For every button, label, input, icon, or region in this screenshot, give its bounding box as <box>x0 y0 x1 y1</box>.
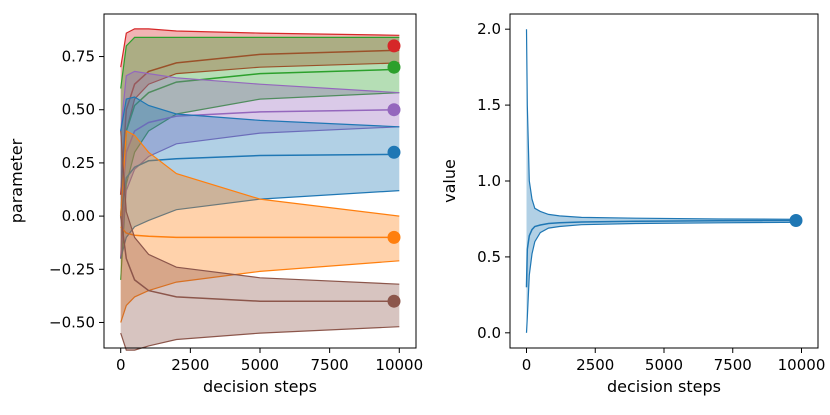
parameter-true-value-markers <box>387 39 401 308</box>
value-y-tick-label: 0.0 <box>477 324 501 342</box>
parameter-band-green <box>120 37 400 280</box>
value-y-axis-label: value <box>440 159 459 203</box>
parameter-x-tick-label: 2500 <box>171 356 209 374</box>
parameter-upper-bound-red <box>120 28 400 68</box>
value-x-ticks: 0 2500 5000 7500 10000 <box>522 348 826 374</box>
parameter-lower-bound-brown <box>120 326 400 351</box>
value-x-tick-label: 0 <box>522 356 532 374</box>
parameter-lower-bound-purple <box>120 126 400 259</box>
parameter-upper-bound-green <box>120 36 400 89</box>
parameter-mean-line-red <box>119 49 400 195</box>
parameter-upper-bound-brown <box>120 130 400 285</box>
parameter-series-group <box>119 28 400 351</box>
value-x-tick-label: 2500 <box>576 356 614 374</box>
value-x-tick-label: 5000 <box>645 356 683 374</box>
parameter-y-tick-label: −0.50 <box>49 313 95 331</box>
parameter-true-value-marker-green <box>387 60 401 74</box>
value-upper-bound-value <box>525 29 802 220</box>
value-mean-line-value <box>525 219 802 288</box>
value-true-value-markers <box>789 214 803 227</box>
parameter-true-value-marker-red <box>387 39 401 53</box>
parameter-lower-bound-green <box>120 92 400 280</box>
parameter-mean-line-orange <box>120 226 400 239</box>
parameter-band-brown <box>120 131 400 351</box>
parameter-band-orange <box>120 131 400 323</box>
parameter-y-tick-label: 0.75 <box>62 48 95 66</box>
parameter-mean-line-purple <box>119 108 400 217</box>
parameter-true-value-marker-orange <box>387 230 401 244</box>
parameter-x-tick-label: 10000 <box>375 356 423 374</box>
parameter-y-ticks: −0.50 −0.25 0.00 0.25 0.50 0.75 <box>49 48 104 331</box>
value-y-tick-label: 1.0 <box>477 172 501 190</box>
value-y-tick-label: 1.5 <box>477 96 501 114</box>
parameter-x-tick-label: 7500 <box>311 356 349 374</box>
value-y-tick-label: 2.0 <box>477 20 501 38</box>
parameter-upper-bound-orange <box>120 130 400 217</box>
parameter-x-tick-label: 0 <box>116 356 126 374</box>
value-y-tick-label: 0.5 <box>477 248 501 266</box>
parameter-x-tick-label: 5000 <box>241 356 279 374</box>
parameter-y-tick-label: 0.50 <box>62 101 95 119</box>
parameter-true-value-marker-blue <box>387 145 401 159</box>
parameter-mean-line-blue <box>119 153 400 217</box>
parameter-y-tick-label: 0.25 <box>62 154 95 172</box>
value-x-tick-label: 7500 <box>714 356 752 374</box>
value-x-axis-label: decision steps <box>607 377 721 396</box>
parameter-y-tick-label: 0.00 <box>62 207 95 225</box>
value-band-value <box>526 29 802 333</box>
parameter-x-ticks: 0 2500 5000 7500 10000 <box>116 348 423 374</box>
parameter-upper-bound-purple <box>120 70 400 132</box>
parameter-x-axis-label: decision steps <box>203 377 317 396</box>
parameter-band-purple <box>120 71 400 259</box>
parameter-y-axis-label: parameter <box>7 138 26 223</box>
parameter-chart: 0 2500 5000 7500 10000 −0.50 −0.25 0.00 0.25 0.5… <box>7 13 423 396</box>
value-lower-bound-value <box>525 221 802 333</box>
value-x-tick-label: 10000 <box>778 356 826 374</box>
parameter-true-value-marker-brown <box>387 294 401 308</box>
value-chart: 0 2500 5000 7500 10000 0.0 0.5 1.0 1.5 2.0 decis… <box>440 13 826 396</box>
value-true-value-marker-value <box>789 214 803 227</box>
value-y-ticks: 0.0 0.5 1.0 1.5 2.0 <box>477 20 510 342</box>
value-chart-frame <box>509 13 819 349</box>
parameter-band-blue <box>120 97 400 259</box>
parameter-y-tick-label: −0.25 <box>49 260 95 278</box>
parameter-upper-bound-blue <box>120 96 400 132</box>
value-series-group <box>525 29 802 333</box>
parameter-band-red <box>120 28 400 259</box>
parameter-mean-line-brown <box>119 216 400 302</box>
parameter-true-value-marker-purple <box>387 103 401 117</box>
